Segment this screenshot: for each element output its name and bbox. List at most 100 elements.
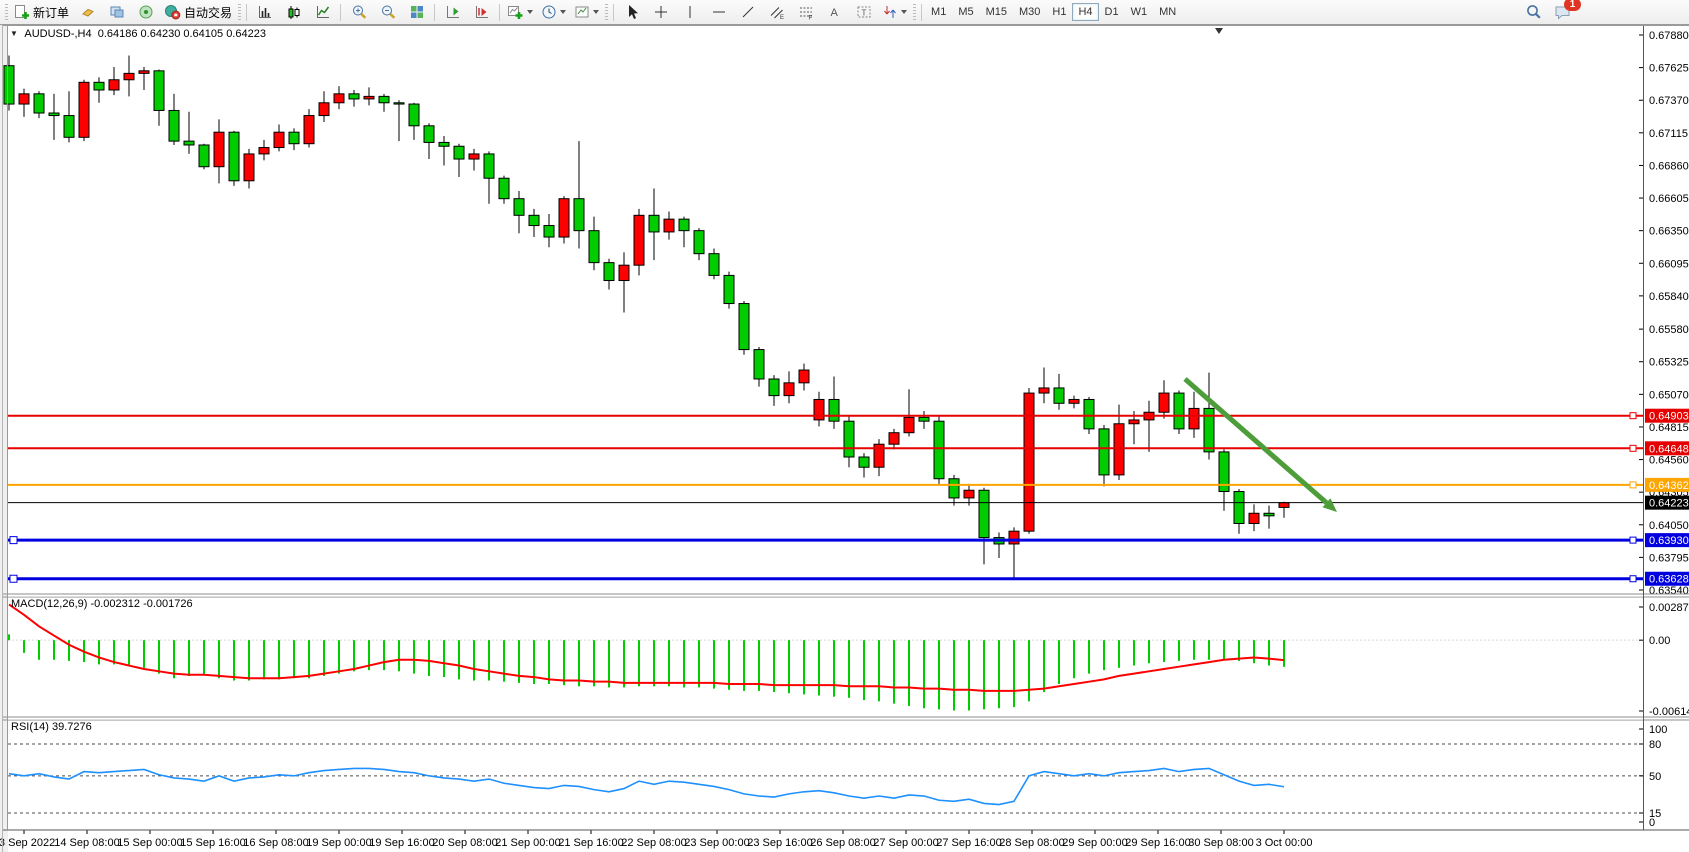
signals-button[interactable]: [132, 1, 159, 24]
timeframe-h4-button[interactable]: H4: [1072, 3, 1099, 21]
rsi-line: [8, 767, 1285, 806]
candle-down: [1083, 398, 1095, 430]
text-button[interactable]: A: [821, 1, 848, 24]
chart-surface[interactable]: 0.67880 0.67625 0.67370 0.67115 0.66860 0.666…: [0, 25, 1689, 852]
chart-ohlc-readout: ▼ AUDUSD-,H4 0.64186 0.64230 0.64105 0.6…: [10, 28, 266, 40]
candle-up: [963, 489, 975, 499]
price-line-badge: [1645, 495, 1689, 510]
candle-down: [438, 141, 450, 147]
template-icon: [575, 6, 589, 18]
price-axis-label: 0.67370: [1649, 95, 1689, 107]
time-axis-label: 15 Sep 00:00: [117, 837, 182, 849]
collapse-chart-icon[interactable]: ▼: [10, 29, 18, 38]
time-axis-label: 15 Sep 16:00: [180, 837, 245, 849]
time-axis-label: 29 Sep 00:00: [1062, 837, 1127, 849]
candle-down: [828, 398, 840, 422]
data-window-icon: [110, 6, 124, 18]
timeframe-m15-button[interactable]: M15: [985, 6, 1007, 18]
timeframe-m5-button[interactable]: M5: [958, 6, 974, 18]
candlestick-chart-button[interactable]: [280, 1, 307, 24]
timeframe-h1-button[interactable]: H1: [1052, 6, 1067, 18]
channel-button[interactable]: E: [763, 1, 790, 24]
price-line-badge: [1645, 408, 1689, 423]
vertical-line-icon: [689, 6, 691, 18]
line-chart-icon: [316, 6, 329, 18]
arrows-button[interactable]: [879, 1, 910, 24]
time-axis-label: 19 Sep 00:00: [306, 837, 371, 849]
price-line-badge-label: 0.64223: [1649, 498, 1689, 510]
fibonacci-button[interactable]: F: [792, 1, 819, 24]
timeframe-d1-button[interactable]: D1: [1104, 6, 1119, 18]
autotrading-icon: [165, 5, 181, 20]
notification-badge: 1: [1564, 0, 1581, 11]
zoom-in-icon: [352, 5, 366, 19]
rsi-axis-label: 0: [1649, 817, 1655, 829]
price-axis-label: 0.67625: [1649, 63, 1689, 75]
candle-up: [363, 95, 375, 100]
price-line-badge-label: 0.63628: [1649, 574, 1689, 586]
price-axis-label: 0.67115: [1649, 128, 1688, 140]
horizontal-line-button[interactable]: [705, 1, 732, 24]
toolbar-separator: [499, 3, 501, 21]
new-order-icon: [15, 5, 29, 19]
candle-down: [1218, 451, 1230, 493]
bar-chart-button[interactable]: [251, 1, 278, 24]
trendline-icon: [742, 6, 753, 18]
candle-down: [753, 349, 765, 380]
trendline-button[interactable]: [734, 1, 761, 24]
timeframe-w1-button[interactable]: W1: [1130, 6, 1148, 18]
svg-text:A: A: [830, 7, 838, 19]
chart-shift-marker: [1215, 28, 1223, 34]
zoom-out-button[interactable]: [374, 1, 401, 24]
templates-button[interactable]: [571, 1, 602, 24]
rsi-axis-label: 50: [1649, 771, 1661, 783]
search-button[interactable]: [1520, 1, 1547, 24]
price-line-badge-label: 0.64648: [1649, 443, 1689, 455]
price-line-badge-label: 0.64362: [1649, 480, 1689, 492]
vertical-line-button[interactable]: [676, 1, 703, 24]
crosshair-button[interactable]: [647, 1, 674, 24]
toolbar-separator: [434, 3, 436, 21]
candle-up: [108, 79, 120, 91]
new-order-button[interactable]: 新订单: [11, 1, 72, 24]
price-axis-group[interactable]: 0.67880 0.67625 0.67370 0.67115 0.66860 0.666…: [1639, 30, 1689, 829]
candle-down: [183, 140, 195, 146]
autotrading-button[interactable]: 自动交易: [161, 1, 235, 24]
notifications-button[interactable]: 1: [1549, 0, 1581, 24]
auto-scroll-button[interactable]: [468, 1, 495, 24]
text-label-button[interactable]: T: [850, 1, 877, 24]
time-axis-label: 27 Sep 16:00: [936, 837, 1001, 849]
time-axis-label: 29 Sep 16:00: [1125, 837, 1190, 849]
tile-windows-button[interactable]: [403, 1, 430, 24]
candle-up: [468, 153, 480, 160]
candle-up: [558, 198, 570, 238]
rsi-axis-label: 100: [1649, 724, 1667, 736]
price-axis-label: 0.66095: [1649, 258, 1689, 270]
panel-separator: [7, 595, 1644, 597]
line-chart-button[interactable]: [309, 1, 336, 24]
zoom-in-button[interactable]: [345, 1, 372, 24]
periods-button[interactable]: [538, 1, 569, 24]
data-window-button[interactable]: [103, 1, 130, 24]
candle-down: [1173, 392, 1185, 430]
cursor-button[interactable]: [618, 1, 645, 24]
candle-up: [1248, 512, 1260, 525]
price-axis-label: 0.64815: [1649, 422, 1689, 434]
chevron-down-icon: [901, 10, 908, 14]
chart-canvas[interactable]: 0.67880 0.67625 0.67370 0.67115 0.66860 0.666…: [0, 25, 1689, 852]
candle-up: [813, 398, 825, 421]
down-arrow-head: [1322, 498, 1337, 512]
panel-separator: [7, 718, 1644, 720]
timeframe-mn-button[interactable]: MN: [1159, 6, 1177, 18]
market-button[interactable]: [74, 1, 101, 24]
indicators-button[interactable]: [504, 1, 536, 24]
timeframe-m30-button[interactable]: M30: [1019, 6, 1041, 18]
candle-down: [978, 489, 990, 539]
chart-shift-button[interactable]: [439, 1, 466, 24]
candle-up: [303, 115, 315, 145]
rsi-axis-label: 80: [1649, 739, 1661, 751]
candle-down: [348, 93, 360, 100]
timeframe-m1-button[interactable]: M1: [931, 6, 947, 18]
line-anchor-handle: [1629, 412, 1637, 420]
